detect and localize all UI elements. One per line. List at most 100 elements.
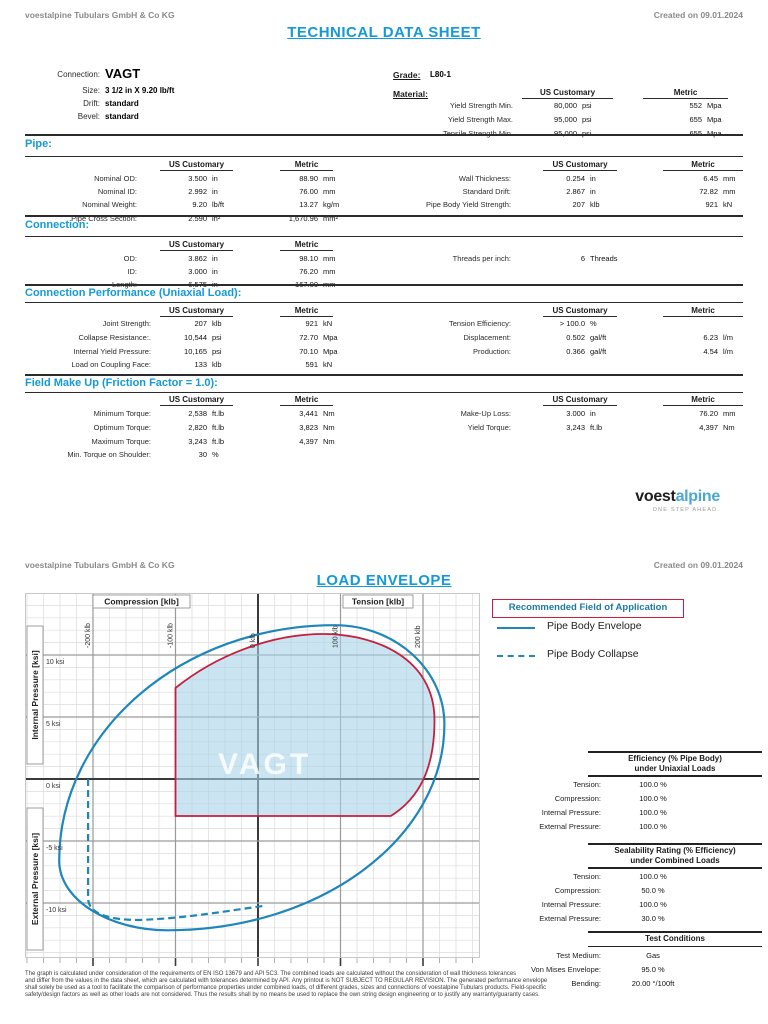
table-header: under Combined Loads	[630, 855, 720, 865]
table-top-rule	[588, 751, 762, 753]
tension-axis-label: Tension [klb]	[352, 597, 404, 607]
col-header-metric: Metric	[294, 395, 319, 404]
spec-metric-value: 88.90	[299, 174, 318, 183]
table-row-value: 20.00 °/100ft	[631, 978, 675, 988]
spec-row-label: Internal Yield Pressure:	[73, 346, 151, 356]
spec-us-unit: ft.lb	[212, 436, 225, 446]
pipe-body-envelope-curve	[58, 624, 446, 932]
spec-row-label: Min. Torque on Shoulder:	[67, 450, 151, 460]
spec-us-unit: ft.lb	[212, 422, 225, 432]
spec-metric-value: 4,397	[299, 436, 318, 446]
table-row-label: Bending:	[571, 978, 601, 988]
spec-row-label: Load on Coupling Face:	[71, 360, 151, 370]
table-row-value: 100.0 %	[639, 822, 667, 831]
section-bottom-rule	[25, 392, 743, 393]
spec-row-label: Displacement:	[463, 332, 511, 342]
material-us-value: 80,000	[554, 101, 577, 110]
section-title: Pipe:	[25, 138, 52, 150]
col-header-us: US Customary	[168, 240, 225, 249]
spec-row-label: Tension Efficiency:	[449, 319, 511, 328]
table-row-value: 100.0 %	[639, 900, 667, 909]
spec-us-unit: in	[212, 267, 218, 277]
col-underline	[663, 405, 743, 406]
page2-title: LOAD ENVELOPE	[316, 572, 452, 589]
spec-us-unit: in	[590, 187, 596, 197]
external-pressure-axis-box	[26, 807, 44, 951]
section-top-rule	[25, 215, 743, 217]
col-header-us: US Customary	[552, 160, 608, 169]
spec-us-value: 0.254	[566, 174, 585, 183]
section-bottom-rule	[25, 236, 743, 237]
tension-axis-box	[342, 594, 414, 609]
spec-metric-unit: mm	[323, 174, 336, 183]
compression-axis-label: Compression [klb]	[104, 597, 179, 607]
external-pressure-axis-label: External Pressure [ksi]	[30, 833, 40, 925]
col-header-metric: Metric	[294, 160, 319, 169]
spec-row-label: Joint Strength:	[102, 319, 151, 328]
spec-us-unit: psi	[212, 346, 222, 356]
spec-us-value: 3.862	[188, 254, 207, 263]
spec-metric-value: 76.00	[299, 187, 318, 197]
spec-row-label: Pipe Cross Section:	[71, 213, 137, 223]
internal-pressure-axis-box	[26, 625, 44, 765]
plot-border	[25, 593, 480, 958]
spec-us-unit: in	[590, 409, 596, 418]
logo-text-black: voest	[635, 488, 676, 505]
spec-metric-value: 72.70	[299, 332, 318, 342]
table-row-value: 30.0 %	[641, 914, 665, 923]
legend-item-label: Pipe Body Collapse	[547, 648, 639, 660]
table-row-label: Internal Pressure:	[541, 900, 601, 909]
material-us-underline	[522, 98, 613, 99]
info-value: VAGT	[105, 66, 141, 81]
legend-item-label: Pipe Body Envelope	[547, 620, 642, 632]
col-underline	[160, 316, 233, 317]
spec-metric-value: 13.27	[299, 200, 318, 210]
table-row-label: Von Mises Envelope:	[530, 964, 601, 974]
table-row-label: Tension:	[573, 780, 601, 789]
section-title: Connection:	[25, 219, 90, 231]
col-header-us: US Customary	[168, 306, 225, 315]
col-header-metric: Metric	[691, 395, 715, 404]
voestalpine-logo: voestalpine ONE STEP AHEAD.	[628, 488, 720, 513]
spec-metric-value: 1,670.96	[288, 213, 318, 223]
info-label: Bevel:	[77, 112, 100, 121]
recommended-field-outline	[174, 633, 436, 817]
table-header: Efficiency (% Pipe Body)	[628, 754, 722, 763]
spec-us-value: 133	[194, 360, 207, 370]
spec-metric-value: 72.82	[699, 187, 718, 197]
spec-row-label: Production:	[473, 346, 511, 356]
table-row-label: External Pressure:	[539, 822, 601, 831]
spec-us-value: 0.366	[566, 346, 585, 356]
spec-metric-value: 3,823	[299, 422, 318, 432]
material-metric-underline	[643, 98, 728, 99]
grade-value: L80-1	[430, 70, 451, 79]
col-header-metric: Metric	[294, 306, 319, 315]
spec-row-label: OD:	[123, 254, 137, 263]
spec-us-value: 2.992	[188, 187, 207, 197]
col-header-us: US Customary	[552, 306, 608, 315]
logo-text-blue: alpine	[675, 488, 721, 505]
info-label: Size:	[82, 86, 100, 95]
spec-metric-value: 6.23	[703, 332, 718, 342]
load-envelope-chart: VAGT -200 klb -100 klb 0 klb 100 klb 200 klb 1…	[25, 593, 480, 966]
spec-us-value: > 100.0	[559, 319, 585, 328]
footnote-line: safety/design factors as well as other l…	[25, 992, 540, 998]
material-us-unit: psi	[582, 129, 592, 138]
material-row-label: Yield Strength Min.	[449, 101, 513, 110]
table-row-value: 100.0 %	[639, 794, 667, 803]
spec-metric-unit: Mpa	[323, 346, 338, 356]
spec-metric-unit: mm²	[323, 213, 338, 223]
legend-recommended-field: Recommended Field of Application	[492, 599, 684, 618]
legend-line-dashed	[497, 655, 535, 657]
table-row-label: Tension:	[573, 872, 601, 881]
x-tick-label: 0 klb	[250, 633, 257, 648]
spec-us-value: 3,243	[566, 422, 585, 432]
spec-us-unit: gal/ft	[590, 346, 607, 356]
spec-metric-value: 591	[305, 360, 318, 370]
spec-us-value: 3,243	[188, 436, 207, 446]
table-row-value: 100.0 %	[639, 808, 667, 817]
x-tick-label: -100 klb	[168, 623, 175, 648]
col-header-metric: Metric	[294, 240, 319, 249]
spec-metric-unit: Mpa	[323, 332, 338, 342]
